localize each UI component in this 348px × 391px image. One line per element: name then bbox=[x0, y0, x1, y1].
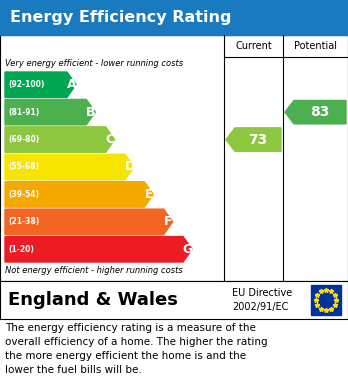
Bar bbox=[0, 35, 348, 281]
Text: 73: 73 bbox=[248, 133, 268, 147]
Text: (21-38): (21-38) bbox=[8, 217, 39, 226]
Polygon shape bbox=[5, 99, 95, 125]
Bar bbox=[311, 285, 341, 315]
Text: B: B bbox=[86, 106, 96, 118]
Text: (92-100): (92-100) bbox=[8, 80, 45, 89]
Text: (39-54): (39-54) bbox=[8, 190, 39, 199]
Text: C: C bbox=[105, 133, 115, 146]
Text: (69-80): (69-80) bbox=[8, 135, 39, 144]
Text: D: D bbox=[124, 160, 135, 174]
Polygon shape bbox=[5, 182, 153, 207]
Polygon shape bbox=[5, 237, 192, 262]
Polygon shape bbox=[285, 100, 346, 124]
Text: England & Wales: England & Wales bbox=[8, 291, 178, 309]
Polygon shape bbox=[5, 127, 114, 152]
Text: (55-68): (55-68) bbox=[8, 163, 39, 172]
Text: Not energy efficient - higher running costs: Not energy efficient - higher running co… bbox=[5, 266, 183, 275]
Polygon shape bbox=[226, 128, 281, 151]
Text: Potential: Potential bbox=[294, 41, 337, 51]
Text: 83: 83 bbox=[310, 105, 330, 119]
Polygon shape bbox=[5, 209, 173, 235]
Text: The energy efficiency rating is a measure of the
overall efficiency of a home. T: The energy efficiency rating is a measur… bbox=[5, 323, 268, 375]
Text: Very energy efficient - lower running costs: Very energy efficient - lower running co… bbox=[5, 59, 183, 68]
Text: Current: Current bbox=[235, 41, 272, 51]
Text: E: E bbox=[145, 188, 153, 201]
Text: (81-91): (81-91) bbox=[8, 108, 39, 117]
Text: F: F bbox=[164, 215, 173, 228]
Bar bbox=[0, 0, 348, 35]
Text: G: G bbox=[182, 243, 193, 256]
Polygon shape bbox=[5, 154, 134, 180]
Text: EU Directive
2002/91/EC: EU Directive 2002/91/EC bbox=[232, 289, 292, 312]
Polygon shape bbox=[5, 72, 76, 97]
Text: Energy Efficiency Rating: Energy Efficiency Rating bbox=[10, 10, 231, 25]
Text: A: A bbox=[66, 78, 76, 91]
Text: (1-20): (1-20) bbox=[8, 245, 34, 254]
Bar bbox=[0, 281, 348, 319]
